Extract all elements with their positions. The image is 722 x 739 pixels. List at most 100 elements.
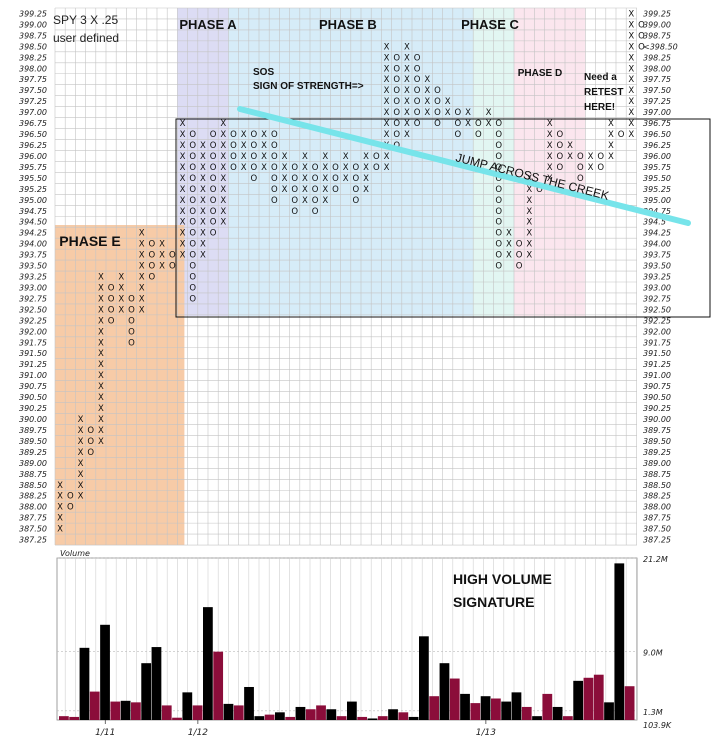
pf-o-mark: O (189, 240, 196, 250)
y-tick-right: 391.00 (643, 371, 671, 380)
symbol-title: SPY 3 X .25 (53, 13, 118, 27)
pf-o-mark: O (271, 185, 278, 195)
pf-x-mark: X (98, 338, 104, 348)
pf-o-mark: O (251, 130, 258, 140)
pf-o-mark: O (230, 152, 237, 162)
pf-x-mark: X (98, 437, 104, 447)
volume-bar (100, 624, 110, 720)
pf-x-mark: X (220, 196, 226, 206)
y-tick-right: 398.25 (643, 53, 671, 62)
retest-note-line1: Need a (584, 72, 617, 83)
pf-o-mark: O (434, 97, 441, 107)
volume-y-tick: 103.9K (643, 721, 672, 730)
pf-o-mark: O (475, 130, 482, 140)
pf-x-mark: X (384, 97, 390, 107)
pf-x-mark: X (220, 130, 226, 140)
pf-x-mark: X (282, 163, 288, 173)
y-tick-right: 399.25 (643, 9, 671, 18)
pf-x-mark: X (424, 108, 430, 118)
pf-o-mark: O (516, 251, 523, 261)
pf-o-mark: O (149, 273, 156, 283)
y-tick-left: 396.50 (19, 130, 47, 139)
pf-o-mark: O (169, 262, 176, 272)
pf-x-mark: X (424, 97, 430, 107)
pf-o-mark: O (87, 426, 94, 436)
volume-bar (429, 696, 440, 720)
pf-x-mark: X (78, 426, 84, 436)
pf-x-mark: X (180, 174, 186, 184)
pf-x-mark: X (404, 86, 410, 96)
y-tick-left: 391.00 (19, 371, 47, 380)
pf-x-mark: X (302, 174, 308, 184)
pf-o-mark: O (108, 305, 115, 315)
pf-o-mark: O (312, 207, 319, 217)
pf-x-mark: X (628, 20, 634, 30)
pf-o-mark: O (495, 207, 502, 217)
pf-x-mark: X (404, 97, 410, 107)
pf-x-mark: X (343, 152, 349, 162)
y-tick-right: 390.75 (643, 382, 671, 391)
pf-x-mark: X (118, 273, 124, 283)
pf-x-mark: X (200, 163, 206, 173)
y-axis-left: 399.25 399.00 398.75 398.50 398.25 398.00 397.… (19, 9, 47, 544)
y-tick-left: 392.75 (19, 294, 47, 303)
volume-bar (336, 716, 347, 720)
pf-x-mark: X (628, 130, 634, 140)
pf-x-mark: X (526, 207, 532, 217)
pf-x-mark: X (180, 240, 186, 250)
pf-o-mark: O (495, 185, 502, 195)
pf-x-mark: X (588, 163, 594, 173)
y-tick-left: 389.25 (19, 448, 47, 457)
pf-x-mark: X (302, 152, 308, 162)
pf-x-mark: X (567, 152, 573, 162)
pf-x-mark: X (628, 108, 634, 118)
pf-x-mark: X (78, 448, 84, 458)
pf-o-mark: O (577, 163, 584, 173)
pf-x-mark: X (322, 163, 328, 173)
y-tick-right: 389.00 (643, 459, 671, 468)
pf-x-mark: X (628, 9, 634, 19)
pf-x-mark: X (180, 251, 186, 261)
pf-x-mark: X (98, 283, 104, 293)
y-tick-right: 392.25 (643, 316, 671, 325)
pf-o-mark: O (128, 338, 135, 348)
pf-o-mark: O (230, 130, 237, 140)
pf-x-mark: X (220, 152, 226, 162)
pf-x-mark: X (261, 141, 267, 151)
pf-x-mark: X (78, 437, 84, 447)
volume-bar (131, 702, 141, 720)
pf-o-mark: O (495, 141, 502, 151)
volume-bar (439, 663, 450, 720)
pf-x-mark: X (241, 130, 247, 140)
date-tick-label: 1/13 (476, 728, 496, 738)
volume-bar (388, 709, 398, 720)
pf-x-mark: X (98, 360, 104, 370)
pf-x-mark: X (57, 525, 63, 535)
pf-x-mark: X (404, 53, 410, 63)
pf-o-mark: O (210, 196, 217, 206)
volume-bar (182, 692, 193, 720)
y-tick-left: 390.00 (19, 415, 47, 424)
y-tick-right: 392.75 (643, 294, 671, 303)
pf-o-mark: O (251, 174, 258, 184)
pf-x-mark: X (139, 283, 145, 293)
y-tick-right: 389.75 (643, 426, 671, 435)
retest-note-line2: RETEST (584, 87, 623, 98)
pf-x-mark: X (526, 218, 532, 228)
pf-x-mark: X (78, 415, 84, 425)
pf-o-mark: O (393, 108, 400, 118)
pf-x-mark: X (200, 218, 206, 228)
pf-o-mark: O (312, 196, 319, 206)
pf-x-mark: X (139, 305, 145, 315)
pf-o-mark: O (189, 130, 196, 140)
pf-x-mark: X (302, 185, 308, 195)
pf-x-mark: X (57, 514, 63, 524)
pf-x-mark: X (363, 152, 369, 162)
pf-x-mark: X (628, 64, 634, 74)
y-tick-left: 388.25 (19, 492, 47, 501)
pf-o-mark: O (495, 251, 502, 261)
y-tick-right: 390.25 (643, 404, 671, 413)
volume-bar (285, 716, 296, 720)
pf-x-mark: X (159, 240, 165, 250)
